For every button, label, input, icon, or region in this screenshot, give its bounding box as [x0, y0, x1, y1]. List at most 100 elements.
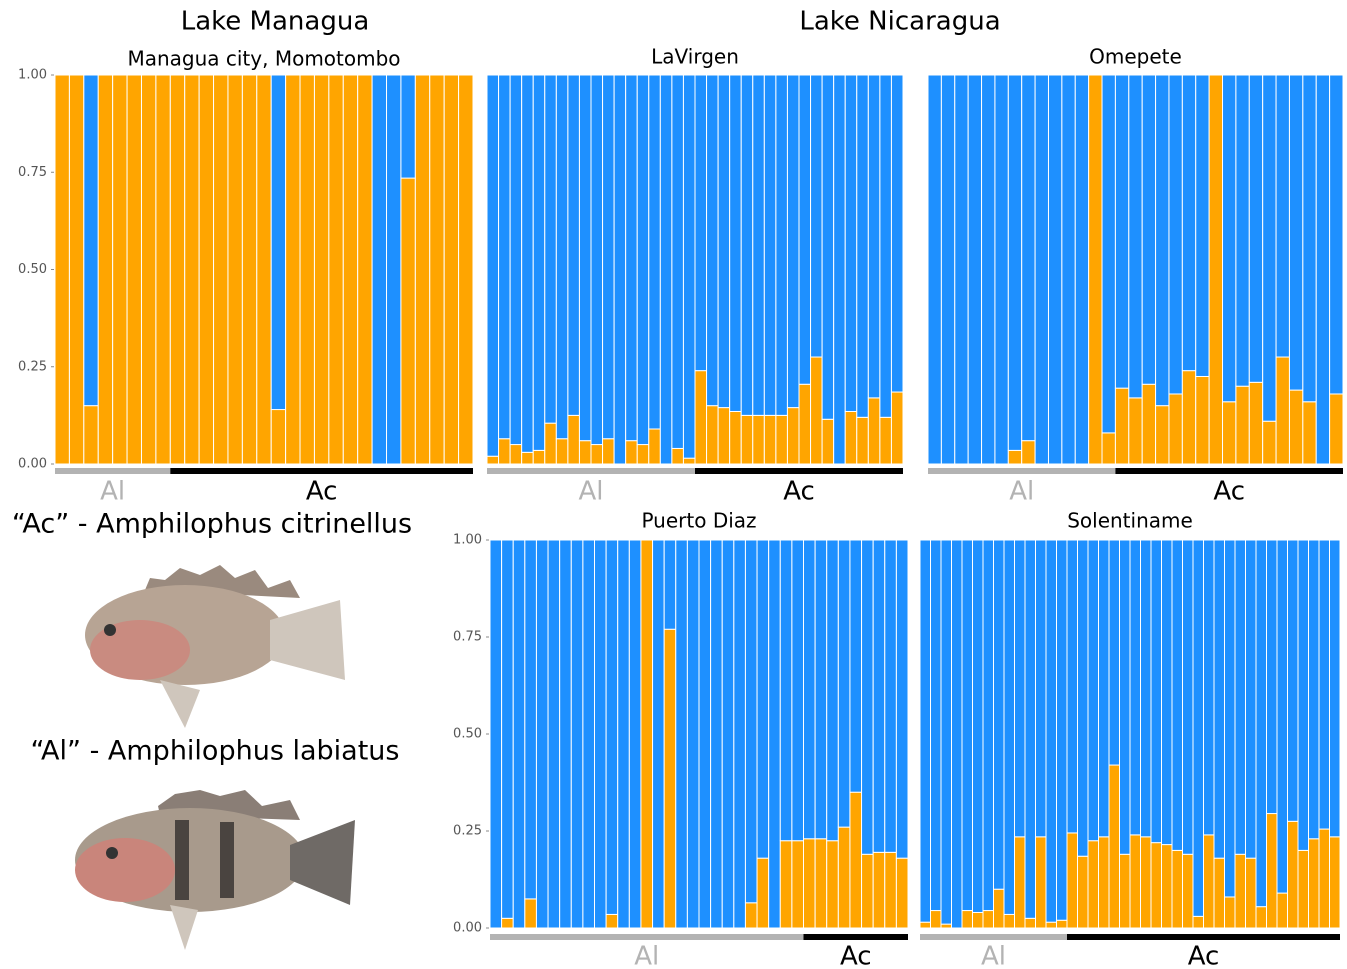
bar-segment: [745, 903, 757, 928]
bar-segment: [1214, 540, 1225, 858]
bar-segment: [286, 75, 300, 464]
panel-title: Solentiname: [1067, 509, 1193, 533]
bar-segment: [1067, 540, 1078, 833]
y-tick-label: 0.50: [18, 262, 47, 277]
bar-segment: [257, 75, 271, 464]
bar-segment: [1236, 386, 1249, 464]
lake-heading: Lake Nicaragua: [799, 7, 1000, 37]
bar-segment: [857, 75, 869, 417]
bar-segment: [845, 411, 857, 464]
bar-segment: [968, 75, 981, 464]
bar-segment: [1078, 856, 1089, 928]
bar-segment: [1319, 829, 1330, 928]
bar-segment: [707, 75, 719, 406]
bar-segment: [683, 75, 695, 458]
bar-segment: [1330, 394, 1343, 464]
bar-segment: [1046, 540, 1057, 922]
bar-segment: [787, 75, 799, 408]
fish-labiatus: [75, 790, 355, 950]
bar-segment: [804, 839, 816, 928]
bar-segment: [1193, 540, 1204, 916]
bar-segment: [1289, 75, 1302, 390]
bar-segment: [1172, 850, 1183, 928]
bar-segment: [815, 839, 827, 928]
bar-segment: [490, 540, 502, 928]
bar-segment: [242, 75, 256, 464]
bar-segment: [1004, 914, 1015, 928]
bar-segment: [804, 540, 816, 839]
bar-segment: [214, 75, 228, 464]
bar-segment: [502, 540, 514, 918]
bar-segment: [822, 419, 834, 464]
bar-segment: [1182, 75, 1195, 371]
bar-segment: [973, 912, 984, 928]
bar-segment: [1115, 75, 1128, 388]
bar-segment: [792, 841, 804, 928]
bar-segment: [1062, 75, 1075, 464]
bar-segment: [1102, 75, 1115, 433]
bar-segment: [1246, 540, 1257, 858]
bar-segment: [1075, 75, 1088, 464]
bar-segment: [1169, 394, 1182, 464]
bar-segment: [769, 540, 781, 928]
bar-segment: [1256, 540, 1267, 907]
bar-segment: [780, 540, 792, 841]
bar-segment: [1120, 540, 1131, 854]
bar-segment: [1298, 850, 1309, 928]
bar-segment: [629, 540, 641, 928]
bar-segment: [1303, 75, 1316, 402]
bar-segment: [955, 75, 968, 464]
bar-segment: [1169, 75, 1182, 394]
bar-segment: [757, 858, 769, 928]
bar-segment: [885, 852, 897, 928]
bar-segment: [591, 75, 603, 445]
bar-segment: [1298, 540, 1309, 850]
bar-segment: [548, 540, 560, 928]
bar-segment: [1025, 540, 1036, 918]
y-tick-label: 0.50: [453, 727, 482, 742]
bar-segment: [776, 415, 788, 464]
bar-segment: [764, 415, 776, 464]
bar-segment: [862, 854, 874, 928]
bar-segment: [1008, 75, 1021, 450]
bar-segment: [1288, 540, 1299, 821]
bar-segment: [606, 540, 618, 914]
bar-segment: [1183, 540, 1194, 854]
bar-segment: [1151, 843, 1162, 928]
bar-segment: [973, 540, 984, 912]
bar-segment: [695, 75, 707, 371]
bar-segment: [753, 75, 765, 415]
bar-segment: [1120, 854, 1131, 928]
bar-segment: [1025, 918, 1036, 928]
group-label: Ac: [840, 942, 872, 969]
bar-segment: [329, 75, 343, 464]
bar-segment: [1316, 75, 1329, 464]
bar-segment: [1246, 858, 1257, 928]
bar-segment: [711, 540, 723, 928]
bar-segment: [430, 75, 444, 464]
bar-segment: [811, 75, 823, 357]
bar-segment: [84, 75, 98, 406]
bar-segment: [799, 75, 811, 384]
bar-segment: [1022, 441, 1035, 464]
bar-segment: [1309, 540, 1320, 839]
bar-segment: [156, 75, 170, 464]
bar-segment: [533, 450, 545, 464]
bar-segment: [1288, 821, 1299, 928]
bar-segment: [499, 75, 511, 439]
bar-segment: [850, 792, 862, 928]
bar-segment: [459, 75, 473, 464]
bar-segment: [1267, 814, 1278, 928]
group-label: Al: [578, 477, 603, 507]
bar-segment: [1129, 75, 1142, 398]
bar-segment: [603, 75, 615, 439]
bar-segment: [1249, 382, 1262, 464]
bar-segment: [1015, 540, 1026, 837]
bar-segment: [522, 452, 534, 464]
bar-segment: [1057, 540, 1068, 920]
bar-segment: [983, 911, 994, 928]
bar-segment: [1263, 75, 1276, 421]
bar-segment: [510, 75, 522, 445]
bar-segment: [560, 540, 572, 928]
bar-segment: [664, 629, 676, 928]
